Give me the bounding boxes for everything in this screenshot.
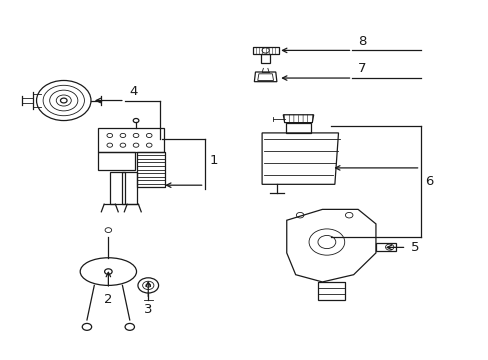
- Bar: [137, 152, 164, 188]
- Text: 3: 3: [144, 303, 152, 316]
- Bar: [261, 54, 269, 63]
- Text: 8: 8: [357, 35, 366, 48]
- Bar: [375, 243, 395, 252]
- Text: 4: 4: [129, 85, 138, 98]
- Text: 7: 7: [357, 62, 366, 75]
- Bar: [317, 282, 344, 300]
- Text: 2: 2: [104, 293, 112, 306]
- Text: 1: 1: [209, 154, 217, 167]
- Text: 5: 5: [410, 241, 419, 254]
- Bar: [252, 46, 278, 54]
- Text: 6: 6: [425, 175, 433, 188]
